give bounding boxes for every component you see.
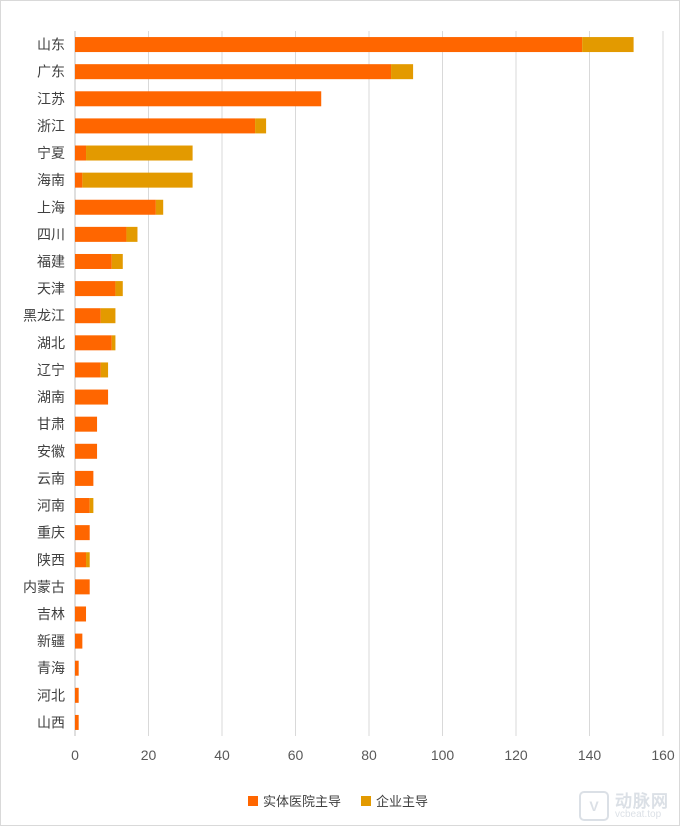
bar-segment-series-1: [75, 498, 90, 514]
x-tick-labels: 0 20 40 60 80 100 120 140 160: [71, 747, 675, 763]
watermark-logo: V 动脉网 vcbeat.top: [579, 791, 669, 821]
bar-segment-series-1: [75, 308, 101, 324]
x-tick-label: 60: [288, 747, 304, 763]
x-tick-label: 20: [141, 747, 157, 763]
grid-lines: [74, 31, 664, 736]
category-label: 湖北: [37, 335, 65, 351]
bar-segment-series-2: [111, 253, 123, 269]
bar-segment-series-1: [75, 552, 87, 568]
category-label: 重庆: [37, 525, 65, 541]
category-label: 广东: [37, 64, 65, 80]
category-label: 天津: [37, 281, 65, 297]
category-label: 青海: [37, 660, 65, 676]
category-label: 山东: [37, 37, 65, 53]
legend-label: 企业主导: [376, 794, 428, 809]
category-label: 安徽: [37, 443, 65, 459]
bar-segment-series-1: [75, 416, 98, 432]
category-label: 湖南: [37, 389, 65, 405]
bar-segment-series-1: [75, 525, 90, 541]
bar-segment-series-2: [100, 362, 109, 378]
bar-segment-series-2: [391, 64, 414, 80]
bar-segment-series-2: [126, 226, 138, 242]
category-label: 内蒙古: [23, 579, 65, 595]
category-label: 山西: [37, 714, 65, 730]
bar-segment-series-1: [75, 579, 90, 595]
x-tick-label: 140: [578, 747, 602, 763]
category-label: 甘肃: [37, 416, 65, 432]
bar-segment-series-1: [75, 389, 109, 405]
bar-segment-series-1: [75, 281, 116, 297]
legend: 实体医院主导 企业主导: [248, 794, 428, 809]
category-label: 四川: [37, 226, 65, 242]
bar-segment-series-2: [255, 118, 267, 134]
bar-segment-series-2: [111, 335, 116, 351]
bar-segment-series-1: [75, 362, 101, 378]
bar-segment-series-1: [75, 37, 583, 53]
bar-segment-series-1: [75, 91, 322, 107]
bar-segment-series-1: [75, 443, 98, 459]
category-label: 上海: [37, 199, 65, 215]
category-label: 浙江: [37, 118, 65, 134]
x-tick-label: 80: [361, 747, 377, 763]
category-label: 江苏: [37, 91, 65, 107]
bar-segment-series-1: [75, 64, 392, 80]
bar-segment-series-1: [75, 660, 79, 676]
bar-segment-series-1: [75, 199, 156, 215]
watermark-main-text: 动脉网: [615, 791, 669, 811]
bar-segment-series-1: [75, 687, 79, 703]
legend-label: 实体医院主导: [263, 794, 341, 809]
bar-segment-series-1: [75, 606, 87, 622]
x-tick-label: 160: [651, 747, 675, 763]
bar-segment-series-1: [75, 253, 112, 269]
bar-segment-series-1: [75, 118, 256, 134]
bars: [75, 37, 634, 730]
x-tick-label: 0: [71, 747, 79, 763]
bar-segment-series-1: [75, 172, 83, 188]
category-label: 吉林: [37, 606, 65, 622]
category-label: 辽宁: [37, 362, 65, 378]
x-tick-label: 40: [214, 747, 230, 763]
bar-segment-series-2: [582, 37, 634, 53]
bar-segment-series-1: [75, 633, 83, 649]
category-label: 海南: [37, 172, 65, 188]
vcbeat-logo-icon: V: [579, 791, 609, 821]
bar-segment-series-2: [115, 281, 123, 297]
category-label: 云南: [37, 470, 65, 486]
bar-segment-series-2: [155, 199, 164, 215]
category-label: 新疆: [37, 633, 65, 649]
category-label: 陕西: [37, 552, 65, 568]
bar-segment-series-2: [89, 498, 94, 514]
category-label: 黑龙江: [23, 308, 65, 324]
category-label: 河南: [37, 498, 65, 514]
category-labels: 山东广东江苏浙江宁夏海南上海四川福建天津黑龙江湖北辽宁湖南甘肃安徽云南河南重庆陕…: [23, 37, 65, 731]
bar-segment-series-1: [75, 226, 127, 242]
x-tick-label: 100: [431, 747, 455, 763]
legend-swatch-series-2: [361, 796, 371, 806]
bar-segment-series-1: [75, 470, 94, 486]
category-label: 河北: [37, 687, 65, 703]
category-label: 宁夏: [37, 145, 65, 161]
category-label: 福建: [37, 253, 65, 269]
bar-segment-series-2: [82, 172, 193, 188]
bar-segment-series-2: [86, 145, 193, 161]
bar-segment-series-2: [100, 308, 116, 324]
bar-segment-series-1: [75, 714, 79, 730]
bar-segment-series-2: [86, 552, 90, 568]
legend-swatch-series-1: [248, 796, 258, 806]
watermark-sub-text: vcbeat.top: [615, 808, 662, 820]
bar-segment-series-1: [75, 145, 87, 161]
x-tick-label: 120: [504, 747, 528, 763]
bar-segment-series-1: [75, 335, 112, 351]
